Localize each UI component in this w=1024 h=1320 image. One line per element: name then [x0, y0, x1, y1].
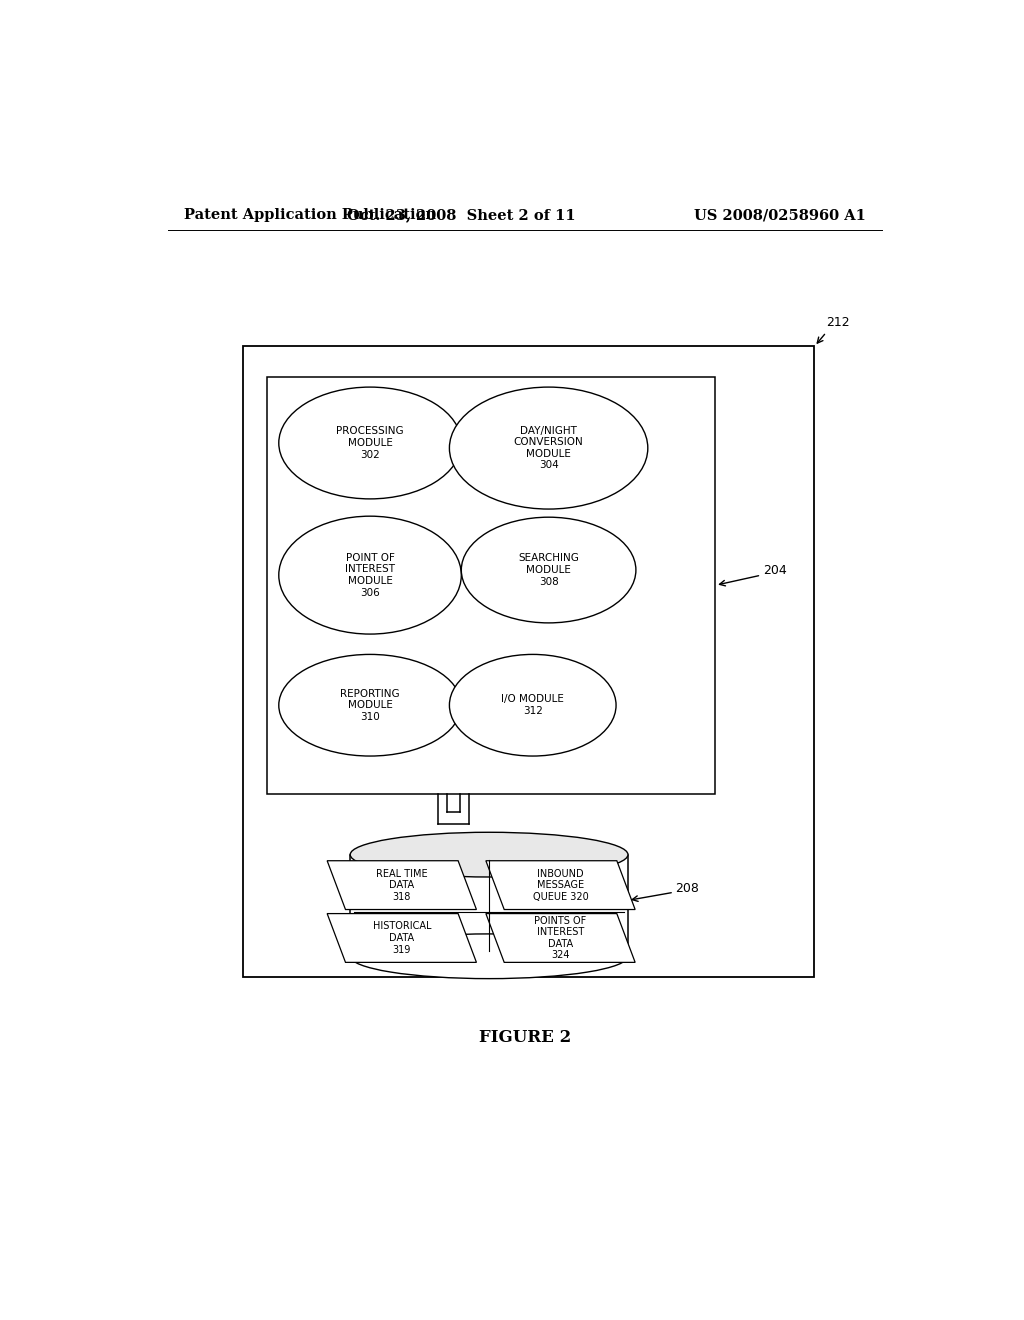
Text: 212: 212	[826, 317, 850, 329]
Text: Oct. 23, 2008  Sheet 2 of 11: Oct. 23, 2008 Sheet 2 of 11	[347, 209, 575, 222]
Text: REAL TIME
DATA
318: REAL TIME DATA 318	[376, 869, 428, 902]
Ellipse shape	[279, 516, 461, 634]
Text: POINTS OF
INTEREST
DATA
324: POINTS OF INTEREST DATA 324	[535, 916, 587, 961]
Text: SEARCHING
MODULE
308: SEARCHING MODULE 308	[518, 553, 579, 586]
Ellipse shape	[462, 517, 636, 623]
Bar	[350, 854, 628, 956]
Text: PROCESSING
MODULE
302: PROCESSING MODULE 302	[336, 426, 403, 459]
Text: 208: 208	[676, 882, 699, 895]
Ellipse shape	[450, 387, 648, 510]
Bar	[267, 378, 715, 793]
Polygon shape	[485, 913, 635, 962]
Ellipse shape	[279, 387, 461, 499]
Text: 204: 204	[763, 564, 786, 577]
Text: FIGURE 2: FIGURE 2	[478, 1030, 571, 1045]
Text: US 2008/0258960 A1: US 2008/0258960 A1	[694, 209, 866, 222]
Bar	[243, 346, 814, 977]
Text: INBOUND
MESSAGE
QUEUE 320: INBOUND MESSAGE QUEUE 320	[532, 869, 589, 902]
Ellipse shape	[350, 935, 628, 978]
Text: DAY/NIGHT
CONVERSION
MODULE
304: DAY/NIGHT CONVERSION MODULE 304	[514, 425, 584, 470]
Text: Patent Application Publication: Patent Application Publication	[183, 209, 435, 222]
Ellipse shape	[350, 833, 628, 876]
Polygon shape	[327, 861, 476, 909]
Polygon shape	[327, 913, 476, 962]
Polygon shape	[485, 861, 635, 909]
Ellipse shape	[450, 655, 616, 756]
Text: REPORTING
MODULE
310: REPORTING MODULE 310	[340, 689, 399, 722]
Text: I/O MODULE
312: I/O MODULE 312	[502, 694, 564, 715]
Text: POINT OF
INTEREST
MODULE
306: POINT OF INTEREST MODULE 306	[345, 553, 395, 598]
Ellipse shape	[279, 655, 461, 756]
Text: HISTORICAL
DATA
319: HISTORICAL DATA 319	[373, 921, 431, 954]
